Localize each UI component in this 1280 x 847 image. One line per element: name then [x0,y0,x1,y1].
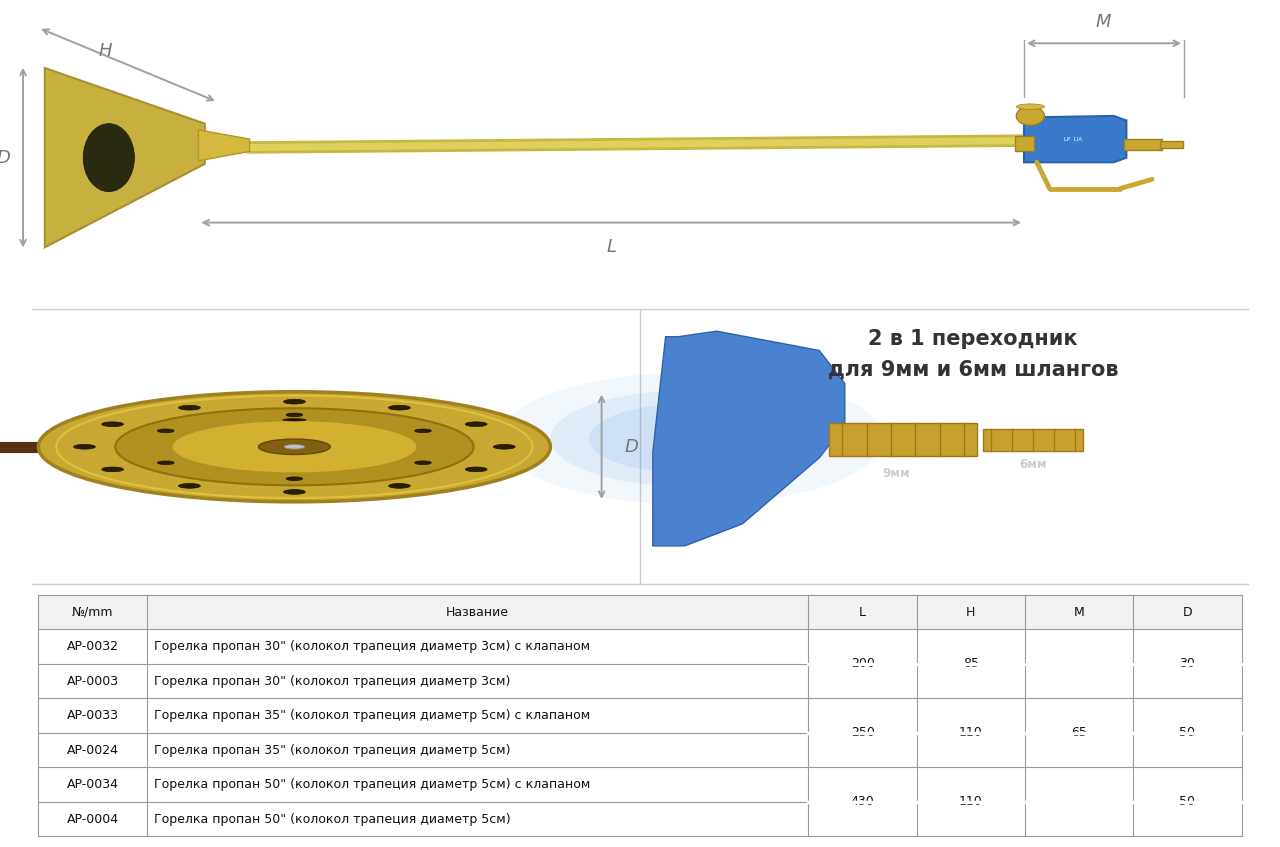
Text: 250: 250 [851,727,874,739]
Bar [983,429,1083,451]
Ellipse shape [101,467,123,472]
Text: 65: 65 [1071,727,1087,739]
Ellipse shape [466,422,488,427]
Text: 9мм: 9мм [882,468,909,480]
Text: H: H [99,42,111,60]
Ellipse shape [284,445,305,449]
Ellipse shape [389,484,411,488]
Ellipse shape [389,406,411,410]
Polygon shape [1024,116,1126,163]
Ellipse shape [494,445,516,449]
Bar [1015,136,1034,151]
Text: для 9мм и 6мм шлангов: для 9мм и 6мм шлангов [828,360,1117,379]
Bar [38,767,1242,802]
Ellipse shape [259,439,330,455]
Bar [38,664,1242,699]
Text: M: M [1074,606,1084,618]
Text: 85: 85 [963,657,979,671]
Text: AP-0004: AP-0004 [67,813,119,826]
Polygon shape [45,68,205,247]
Bar [38,699,1242,733]
Bar [38,733,1242,767]
Text: 200: 200 [851,657,874,671]
Text: 50: 50 [1179,795,1196,809]
Ellipse shape [284,490,305,495]
Text: AP-0032: AP-0032 [67,640,119,653]
Text: 50: 50 [1179,727,1196,739]
Ellipse shape [589,403,794,473]
Text: L: L [607,238,617,257]
Text: 2 в 1 переходник: 2 в 1 переходник [868,329,1078,350]
Ellipse shape [178,484,200,488]
Ellipse shape [38,391,550,501]
Bar [829,424,977,457]
Ellipse shape [283,418,306,421]
Bar [1124,139,1162,150]
Bar [38,802,1242,837]
Text: Горелка пропан 35" (колокол трапеция диаметр 5см) с клапаном: Горелка пропан 35" (колокол трапеция диа… [155,709,590,722]
Ellipse shape [115,408,474,485]
Text: 110: 110 [959,795,983,809]
Text: AP-0003: AP-0003 [67,675,119,688]
Ellipse shape [172,420,417,473]
Text: Горелка пропан 50" (колокол трапеция диаметр 5см): Горелка пропан 50" (колокол трапеция диа… [155,813,511,826]
Ellipse shape [157,429,174,433]
Text: D: D [625,438,639,456]
Ellipse shape [466,467,488,472]
Ellipse shape [415,429,431,433]
Ellipse shape [157,461,174,464]
Text: Горелка пропан 35" (колокол трапеция диаметр 5см): Горелка пропан 35" (колокол трапеция диа… [155,744,511,756]
Ellipse shape [101,422,123,427]
Ellipse shape [287,413,303,417]
Text: M: M [1096,13,1111,30]
Text: D: D [1183,606,1192,618]
Bar [38,595,1242,629]
Polygon shape [198,130,250,161]
Text: №/mm: №/mm [72,606,114,618]
Bar [1160,141,1183,147]
Text: LP  LIA: LP LIA [1064,137,1082,142]
Ellipse shape [1016,104,1044,109]
Text: AP-0034: AP-0034 [67,778,119,791]
Ellipse shape [1016,107,1044,125]
Text: D: D [0,149,10,167]
Text: 6мм: 6мм [1019,457,1047,471]
Text: Горелка пропан 30" (колокол трапеция диаметр 3см) с клапаном: Горелка пропан 30" (колокол трапеция диа… [155,640,590,653]
Ellipse shape [179,406,201,410]
Text: H: H [966,606,975,618]
Text: AP-0024: AP-0024 [67,744,119,756]
Text: Название: Название [445,606,509,618]
Ellipse shape [83,124,134,191]
Text: Горелка пропан 50" (колокол трапеция диаметр 5см) с клапаном: Горелка пропан 50" (колокол трапеция диа… [155,778,591,791]
Text: L: L [859,606,867,618]
Text: 110: 110 [959,727,983,739]
Text: 30: 30 [1179,657,1196,671]
Text: Горелка пропан 30" (колокол трапеция диаметр 3см): Горелка пропан 30" (колокол трапеция диа… [155,675,511,688]
Ellipse shape [287,477,303,480]
Polygon shape [653,331,845,545]
Ellipse shape [284,399,306,404]
Text: 430: 430 [851,795,874,809]
Ellipse shape [74,445,95,449]
Ellipse shape [415,461,431,464]
Ellipse shape [499,373,883,505]
Ellipse shape [56,396,532,498]
Ellipse shape [550,390,832,487]
Text: AP-0033: AP-0033 [67,709,119,722]
Bar [38,629,1242,664]
